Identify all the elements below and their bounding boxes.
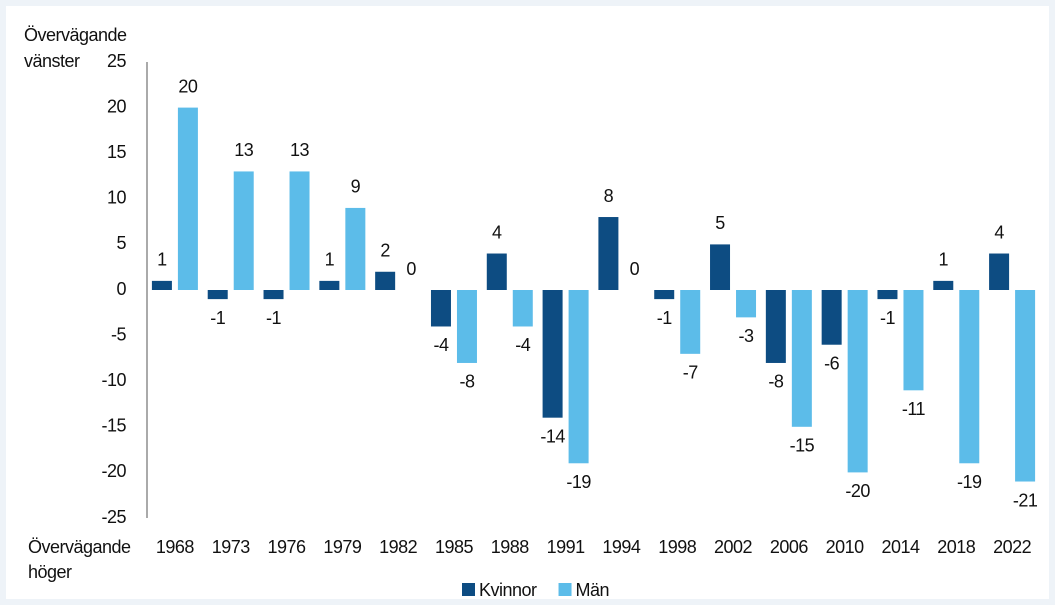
- bar: [542, 290, 563, 418]
- x-tick-label: 1968: [156, 537, 195, 557]
- y-tick-label: 0: [116, 279, 126, 299]
- data-label: -11: [902, 399, 926, 419]
- data-label: -15: [790, 436, 815, 456]
- y-tick-label: -20: [101, 461, 126, 481]
- x-tick-label: 2006: [770, 537, 809, 557]
- data-label: -8: [459, 372, 474, 392]
- y-label-top: vänster: [24, 51, 80, 71]
- bar: [680, 290, 701, 354]
- data-label: 20: [178, 76, 198, 96]
- data-label: -20: [845, 481, 870, 501]
- data-label: -1: [880, 308, 895, 328]
- bar: [1015, 290, 1036, 482]
- y-tick-label: -10: [101, 370, 126, 390]
- bar: [263, 290, 284, 300]
- x-tick-label: 1982: [379, 537, 418, 557]
- data-label: -7: [683, 363, 698, 383]
- y-tick-label: 20: [107, 96, 127, 116]
- x-tick-label: 1998: [658, 537, 697, 557]
- legend-label: Män: [576, 580, 610, 600]
- data-label: -1: [657, 308, 672, 328]
- y-tick-label: -15: [101, 416, 126, 436]
- bar: [568, 290, 589, 464]
- data-label: 5: [715, 213, 725, 233]
- y-tick-label: 10: [107, 188, 127, 208]
- y-tick-label: -25: [101, 507, 126, 527]
- bar: [903, 290, 924, 391]
- bar: [512, 290, 533, 327]
- data-label: -6: [824, 353, 839, 373]
- bar: [933, 280, 954, 290]
- data-label: 4: [994, 222, 1004, 242]
- data-label: 1: [939, 250, 949, 270]
- bar: [486, 253, 507, 290]
- data-label: -14: [540, 426, 565, 446]
- bar: [456, 290, 477, 363]
- data-label: 0: [406, 259, 416, 279]
- data-label: 13: [290, 140, 310, 160]
- data-label: -19: [957, 472, 982, 492]
- bar: [151, 280, 172, 290]
- bar: [821, 290, 842, 345]
- x-tick-label: 1994: [602, 537, 641, 557]
- bar: [654, 290, 675, 300]
- data-label: 4: [492, 222, 502, 242]
- x-tick-label: 2010: [826, 537, 865, 557]
- x-tick-label: 1976: [268, 537, 307, 557]
- legend-label: Kvinnor: [479, 580, 537, 600]
- data-label: -4: [515, 335, 530, 355]
- y-tick-label: 5: [116, 233, 126, 253]
- data-label: 13: [234, 140, 254, 160]
- bar: [345, 207, 366, 290]
- x-tick-label: 1988: [491, 537, 530, 557]
- y-label-top: Övervägande: [24, 25, 127, 45]
- bar: [207, 290, 228, 300]
- bar: [959, 290, 980, 464]
- legend-swatch: [462, 583, 475, 596]
- x-tick-label: 2022: [993, 537, 1032, 557]
- y-tick-label: 15: [107, 142, 127, 162]
- bar: [877, 290, 898, 300]
- bar: [289, 171, 310, 290]
- data-label: 1: [157, 250, 167, 270]
- bar: [989, 253, 1010, 290]
- data-label: 0: [630, 259, 640, 279]
- bar: [736, 290, 757, 318]
- x-tick-label: 2002: [714, 537, 753, 557]
- data-label: -21: [1013, 490, 1038, 510]
- x-tick-label: 2014: [881, 537, 920, 557]
- bar: [791, 290, 812, 427]
- y-tick-label: -5: [111, 324, 126, 344]
- y-tick-label: 25: [107, 51, 127, 71]
- bar: [375, 271, 396, 290]
- x-tick-label: 1973: [212, 537, 251, 557]
- data-label: -8: [768, 372, 783, 392]
- y-label-bottom: höger: [28, 562, 72, 582]
- data-label: 2: [380, 241, 390, 261]
- bar: [765, 290, 786, 363]
- bar: [233, 171, 254, 290]
- data-label: -19: [566, 472, 591, 492]
- data-label: -1: [210, 308, 225, 328]
- data-label: -1: [266, 308, 281, 328]
- bar: [319, 280, 340, 290]
- x-tick-label: 1985: [435, 537, 474, 557]
- data-label: 9: [351, 177, 361, 197]
- x-tick-label: 1979: [323, 537, 362, 557]
- bar: [710, 244, 731, 290]
- y-label-bottom: Övervägande: [28, 537, 131, 557]
- bar: [847, 290, 868, 473]
- data-label: 8: [604, 186, 614, 206]
- x-tick-label: 2018: [937, 537, 976, 557]
- data-label: -4: [433, 335, 448, 355]
- bar: [598, 217, 619, 290]
- data-label: 1: [325, 250, 335, 270]
- bar: [177, 107, 198, 290]
- legend-swatch: [558, 583, 572, 596]
- bar: [430, 290, 451, 327]
- data-label: -3: [739, 326, 754, 346]
- x-tick-label: 1991: [547, 537, 586, 557]
